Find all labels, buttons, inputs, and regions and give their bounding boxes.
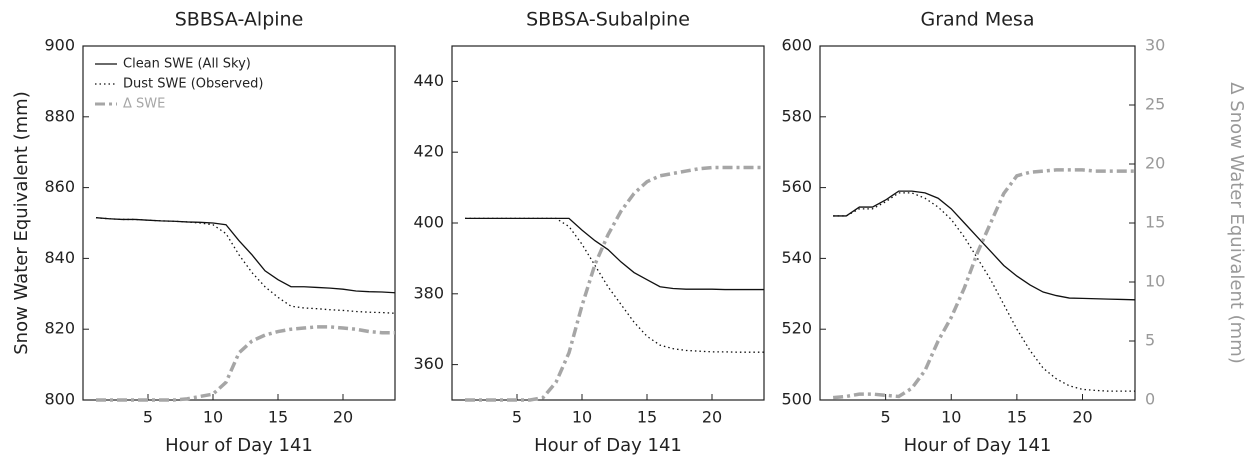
y2-tick-label: 10 bbox=[1145, 272, 1165, 291]
series-line bbox=[832, 168, 1135, 400]
x-tick-label: 15 bbox=[1007, 408, 1027, 427]
series-line bbox=[95, 217, 396, 314]
chart-title: Grand Mesa bbox=[921, 9, 1035, 31]
series-line bbox=[95, 217, 396, 294]
series-line bbox=[465, 217, 764, 291]
x-tick-label: 5 bbox=[881, 408, 891, 427]
y2-tick-label: 15 bbox=[1145, 213, 1165, 232]
x-axis-label: Hour of Day 141 bbox=[165, 435, 313, 456]
series-line bbox=[833, 190, 1136, 301]
plot-frame bbox=[82, 45, 396, 401]
y-tick-label: 580 bbox=[781, 106, 812, 125]
y-tick-label: 860 bbox=[44, 177, 75, 196]
y-tick-label: 820 bbox=[44, 319, 75, 338]
plot-frame bbox=[451, 45, 765, 401]
y-tick-label: 540 bbox=[781, 248, 812, 267]
x-tick-label: 5 bbox=[143, 408, 153, 427]
y2-axis-label: Δ Snow Water Equivalent (mm) bbox=[1226, 82, 1247, 364]
y-tick-label: 560 bbox=[781, 177, 812, 196]
y-tick-label: 840 bbox=[44, 248, 75, 267]
y-tick-label: 360 bbox=[413, 354, 444, 373]
y2-tick-label: 25 bbox=[1145, 95, 1165, 114]
x-axis-label: Hour of Day 141 bbox=[534, 435, 682, 456]
y2-tick-label: 0 bbox=[1145, 390, 1155, 409]
legend-label: Dust SWE (Observed) bbox=[123, 77, 263, 92]
series-line bbox=[465, 217, 764, 353]
series-line bbox=[465, 165, 764, 402]
y-tick-label: 400 bbox=[413, 213, 444, 232]
x-tick-label: 5 bbox=[512, 408, 522, 427]
y-tick-label: 420 bbox=[413, 142, 444, 161]
x-tick-label: 10 bbox=[941, 408, 961, 427]
chart-title: SBBSA-Subalpine bbox=[526, 9, 690, 31]
x-tick-label: 10 bbox=[572, 408, 592, 427]
y-tick-label: 600 bbox=[781, 36, 812, 55]
x-tick-label: 20 bbox=[702, 408, 722, 427]
y-tick-label: 900 bbox=[44, 36, 75, 55]
legend-label: Clean SWE (All Sky) bbox=[123, 57, 251, 72]
y-axis-label: Snow Water Equivalent (mm) bbox=[11, 91, 32, 355]
x-tick-label: 20 bbox=[333, 408, 353, 427]
legend-label: Δ SWE bbox=[123, 97, 165, 112]
y-tick-label: 500 bbox=[781, 390, 812, 409]
x-axis-label: Hour of Day 141 bbox=[904, 435, 1052, 456]
x-tick-label: 20 bbox=[1072, 408, 1092, 427]
y2-tick-label: 30 bbox=[1145, 36, 1165, 55]
plot-frame bbox=[819, 45, 1136, 401]
y2-tick-label: 20 bbox=[1145, 154, 1165, 173]
series-line bbox=[833, 192, 1135, 392]
y-tick-label: 440 bbox=[413, 71, 444, 90]
y-tick-label: 380 bbox=[413, 283, 444, 302]
chart-title: SBBSA-Alpine bbox=[175, 9, 304, 31]
series-line bbox=[96, 325, 395, 402]
y-tick-label: 800 bbox=[44, 390, 75, 409]
y-tick-label: 520 bbox=[781, 319, 812, 338]
y2-tick-label: 5 bbox=[1145, 331, 1155, 350]
x-tick-label: 10 bbox=[203, 408, 223, 427]
x-tick-label: 15 bbox=[637, 408, 657, 427]
x-tick-label: 15 bbox=[268, 408, 288, 427]
y-tick-label: 880 bbox=[44, 106, 75, 125]
